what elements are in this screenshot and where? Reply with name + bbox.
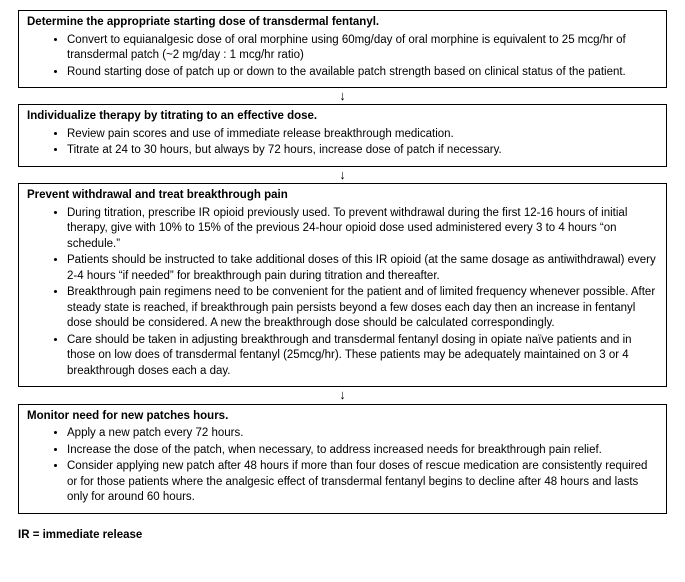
step-box-1: Determine the appropriate starting dose … — [18, 10, 667, 88]
down-arrow-icon: ↓ — [18, 88, 667, 104]
step-box-2: Individualize therapy by titrating to an… — [18, 104, 667, 167]
bullet-item: Convert to equianalgesic dose of oral mo… — [67, 33, 658, 64]
bullet-item: During titration, prescribe IR opioid pr… — [67, 206, 658, 253]
step-title: Prevent withdrawal and treat breakthroug… — [27, 188, 658, 204]
down-arrow-icon: ↓ — [18, 167, 667, 183]
step-title: Individualize therapy by titrating to an… — [27, 109, 658, 125]
down-arrow-icon: ↓ — [18, 387, 667, 403]
bullet-item: Review pain scores and use of immediate … — [67, 127, 658, 143]
footnote: IR = immediate release — [18, 528, 667, 544]
bullet-item: Round starting dose of patch up or down … — [67, 65, 658, 81]
bullet-item: Patients should be instructed to take ad… — [67, 253, 658, 284]
bullet-item: Care should be taken in adjusting breakt… — [67, 333, 658, 380]
bullet-item: Breakthrough pain regimens need to be co… — [67, 285, 658, 332]
step-title: Monitor need for new patches hours. — [27, 409, 658, 425]
step-bullets: Review pain scores and use of immediate … — [27, 127, 658, 159]
step-bullets: Convert to equianalgesic dose of oral mo… — [27, 33, 658, 81]
bullet-item: Increase the dose of the patch, when nec… — [67, 443, 658, 459]
step-box-4: Monitor need for new patches hours. Appl… — [18, 404, 667, 514]
step-title: Determine the appropriate starting dose … — [27, 15, 658, 31]
bullet-item: Consider applying new patch after 48 hou… — [67, 459, 658, 506]
step-bullets: Apply a new patch every 72 hours. Increa… — [27, 426, 658, 506]
bullet-item: Titrate at 24 to 30 hours, but always by… — [67, 143, 658, 159]
step-bullets: During titration, prescribe IR opioid pr… — [27, 206, 658, 380]
bullet-item: Apply a new patch every 72 hours. — [67, 426, 658, 442]
step-box-3: Prevent withdrawal and treat breakthroug… — [18, 183, 667, 387]
